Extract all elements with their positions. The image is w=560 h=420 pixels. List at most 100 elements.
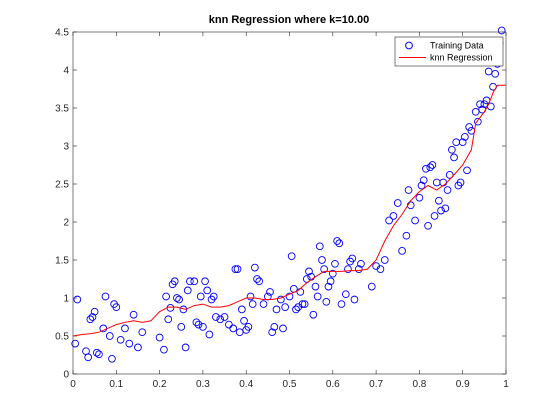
- training-data-point: [105, 332, 114, 340]
- y-tick-label: 1: [63, 294, 69, 305]
- training-data-point: [354, 265, 363, 273]
- training-data-point: [402, 231, 411, 240]
- training-data-point: [233, 265, 242, 273]
- training-data-point: [121, 324, 129, 333]
- training-data-point: [129, 310, 138, 319]
- training-data-point: [209, 292, 218, 301]
- training-data-point: [305, 267, 313, 276]
- training-data-point: [341, 290, 350, 299]
- x-tick-label: 0.8: [412, 379, 426, 390]
- training-data-point: [162, 292, 170, 301]
- training-data-point: [450, 153, 458, 162]
- training-data-point: [95, 350, 103, 359]
- training-data-point: [309, 310, 318, 319]
- training-data-point: [497, 26, 506, 35]
- training-data-point: [287, 252, 296, 261]
- training-data-point: [90, 307, 99, 316]
- training-data-point: [192, 318, 201, 327]
- training-data-point: [335, 239, 344, 248]
- training-data-point: [175, 295, 183, 304]
- y-tick-label: 1.5: [55, 256, 69, 267]
- training-data-point: [229, 324, 238, 333]
- training-data-point: [276, 295, 285, 304]
- training-data-point: [285, 292, 294, 301]
- training-data-point: [138, 328, 147, 337]
- training-data-point: [437, 206, 445, 215]
- chart-title: knn Regression where k=10.00: [209, 14, 370, 26]
- y-tick-label: 2.5: [55, 180, 69, 191]
- x-tick-label: 0.1: [109, 379, 123, 390]
- x-tick-label: 0.2: [153, 379, 167, 390]
- y-tick-label: 2: [63, 218, 69, 229]
- training-data-point: [491, 69, 500, 78]
- training-data-point: [116, 335, 125, 344]
- training-data-point: [443, 186, 452, 194]
- training-data-point: [181, 343, 190, 352]
- x-tick-label: 0: [70, 379, 76, 390]
- training-data-point: [445, 171, 454, 179]
- training-data-point: [186, 277, 194, 286]
- training-data-point: [315, 242, 324, 251]
- training-data-point: [348, 254, 357, 263]
- x-tick-label: 0.3: [196, 379, 210, 390]
- training-data-point: [456, 178, 465, 187]
- training-data-point: [430, 212, 439, 220]
- training-data-point: [201, 277, 209, 286]
- training-data-point: [216, 315, 225, 324]
- training-data-point: [313, 292, 322, 301]
- training-data-point: [326, 277, 335, 286]
- training-data-point: [357, 259, 365, 268]
- training-data-point: [367, 282, 376, 291]
- training-data-point: [300, 300, 309, 308]
- training-data-point: [190, 277, 199, 286]
- training-data-point: [435, 196, 443, 205]
- training-data-point: [298, 300, 307, 308]
- training-data-point: [322, 297, 331, 306]
- training-data-point: [212, 313, 220, 321]
- training-data-point: [419, 176, 428, 185]
- training-data-point: [92, 348, 101, 357]
- x-tick-label: 1: [503, 379, 509, 390]
- training-data-point: [474, 117, 482, 126]
- training-data-point: [173, 294, 181, 302]
- knn-regression-line: [72, 84, 506, 337]
- training-data-point: [238, 305, 246, 314]
- training-data-point: [331, 259, 339, 268]
- training-data-point: [389, 212, 398, 220]
- training-data-point: [248, 300, 257, 308]
- training-data-point: [426, 163, 435, 172]
- legend: Training Data knn Regression: [394, 36, 504, 67]
- training-data-point: [88, 313, 97, 321]
- training-data-point: [112, 303, 121, 311]
- y-tick-label: 3: [63, 142, 69, 153]
- training-data-point: [160, 345, 168, 354]
- training-data-point: [196, 292, 205, 301]
- training-data-point: [108, 354, 116, 363]
- training-data-point: [458, 138, 467, 147]
- training-data-points: [71, 26, 506, 363]
- training-data-point: [448, 145, 456, 154]
- training-data-point: [320, 265, 328, 273]
- training-data-point: [441, 204, 450, 213]
- training-data-point: [255, 277, 264, 286]
- training-data-point: [220, 313, 229, 321]
- training-data-point: [333, 237, 341, 245]
- training-data-point: [350, 295, 359, 304]
- training-data-point: [311, 282, 320, 291]
- y-tick-label: 0: [63, 370, 69, 381]
- training-data-point: [380, 256, 389, 264]
- legend-marker-training: [405, 41, 413, 50]
- x-tick-label: 0.5: [283, 379, 297, 390]
- training-data-point: [71, 339, 80, 348]
- training-data-point: [415, 193, 424, 202]
- legend-box: [394, 36, 504, 67]
- training-data-point: [199, 323, 207, 331]
- x-tick-label: 0.7: [369, 379, 383, 390]
- legend-label-regression: knn Regression: [430, 53, 493, 63]
- training-data-point: [324, 282, 333, 291]
- training-data-point: [134, 343, 142, 352]
- training-data-point: [417, 181, 426, 190]
- training-data-point: [404, 186, 413, 194]
- x-tick-label: 0.9: [456, 379, 470, 390]
